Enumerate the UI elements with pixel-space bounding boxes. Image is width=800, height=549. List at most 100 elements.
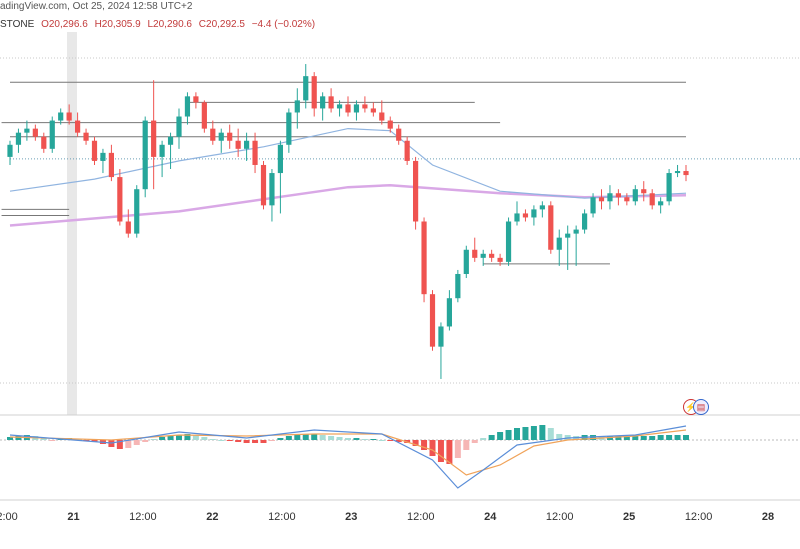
candle-body: [277, 144, 283, 174]
macd-histogram-bar: [674, 435, 681, 440]
macd-histogram-bar: [133, 440, 140, 445]
x-tick: 12:00: [684, 511, 713, 523]
candle-body: [108, 152, 114, 178]
macd-histogram-bar: [125, 440, 132, 448]
macd-histogram-bar: [412, 440, 419, 446]
macd-histogram-bar: [488, 435, 495, 440]
macd-histogram-bar: [353, 438, 360, 440]
macd-histogram-bar: [446, 440, 453, 464]
chart-header: adingView.com, Oct 25, 2024 12:58 UTC+2 …: [0, 0, 800, 32]
low-value: L20,290.6: [147, 19, 193, 30]
candle-body: [83, 132, 89, 141]
economic-event-markers[interactable]: ⚡ ▤: [683, 399, 711, 415]
macd-histogram-bar: [547, 428, 554, 440]
macd-histogram-bar: [666, 435, 673, 440]
macd-line: [9, 425, 687, 489]
macd-histogram-bar: [192, 435, 199, 440]
candle-body: [539, 205, 545, 210]
macd-histogram-bar: [277, 438, 284, 440]
candle-body: [362, 104, 368, 109]
symbol-name: STONE: [0, 19, 35, 30]
macd-histogram-bar: [480, 438, 487, 440]
macd-histogram-bar: [657, 435, 664, 440]
us-flag-icon[interactable]: ▤: [693, 399, 709, 415]
macd-histogram-bar: [539, 425, 546, 440]
macd-histogram-bar: [243, 440, 250, 443]
candle-body: [658, 201, 664, 206]
macd-histogram-bar: [615, 436, 622, 440]
candle-body: [58, 112, 64, 121]
x-tick: 22: [206, 511, 219, 523]
macd-histogram-bar: [49, 440, 56, 441]
macd-histogram-bar: [395, 440, 402, 442]
moving-averages: [9, 127, 687, 227]
candle-body: [497, 257, 503, 262]
macd-histogram-bar: [15, 436, 22, 440]
macd-histogram-bar: [632, 436, 639, 440]
candle-body: [75, 120, 81, 133]
candle-body: [421, 221, 427, 295]
candle-body: [311, 76, 317, 109]
macd-histogram-bar: [387, 440, 394, 441]
candle-body: [413, 160, 419, 222]
macd-histogram-bar: [268, 440, 275, 441]
candle-body: [615, 193, 621, 198]
candle-body: [151, 120, 157, 157]
macd-histogram-bar: [260, 440, 267, 443]
source-line: adingView.com, Oct 25, 2024 12:58 UTC+2: [0, 1, 193, 12]
candle-body: [328, 96, 334, 109]
macd-histogram-bar: [370, 439, 377, 440]
candle-body: [505, 221, 512, 262]
macd-histogram-bar: [294, 435, 301, 440]
macd-histogram-bar: [184, 434, 191, 440]
macd-pane: [7, 425, 689, 489]
x-tick: 12:00: [406, 511, 435, 523]
candle-body: [573, 229, 579, 234]
candle-body: [49, 120, 55, 149]
candle-body: [590, 197, 596, 214]
x-tick: 12:00: [0, 511, 18, 523]
macd-histogram-bar: [209, 439, 216, 440]
macd-histogram-bar: [142, 440, 149, 442]
candlesticks: [7, 64, 689, 379]
candle-body: [193, 96, 199, 103]
candle-body: [666, 173, 672, 202]
candle-body: [480, 253, 486, 258]
candle-body: [320, 96, 326, 109]
candle-body: [674, 171, 681, 174]
candle-body: [607, 193, 613, 202]
macd-signal-line: [9, 429, 687, 476]
candle-body: [294, 100, 300, 113]
candle-body: [117, 177, 123, 222]
fast-moving-average: [9, 127, 687, 199]
macd-histogram-bar: [505, 430, 512, 440]
x-tick: 12:00: [545, 511, 574, 523]
x-tick: 12:00: [268, 511, 296, 523]
macd-histogram-bar: [640, 436, 647, 440]
candle-body: [683, 171, 689, 176]
candle-body: [167, 136, 174, 145]
macd-histogram-bar: [91, 440, 98, 442]
macd-histogram-bar: [497, 432, 504, 440]
candle-body: [286, 112, 292, 145]
x-tick: 23: [345, 511, 358, 523]
x-tick: 21: [67, 511, 80, 523]
candle-body: [438, 326, 444, 347]
macd-histogram-bar: [319, 435, 326, 440]
candle-body: [336, 104, 343, 109]
slow-moving-average: [9, 183, 687, 227]
candle-body: [429, 294, 436, 347]
candle-body: [66, 112, 72, 121]
candle-body: [142, 120, 148, 190]
macd-histogram-bar: [150, 439, 157, 440]
candle-body: [548, 205, 554, 250]
candle-body: [641, 189, 647, 194]
macd-histogram-bar: [437, 440, 444, 462]
macd-histogram-bar: [361, 439, 368, 440]
macd-histogram-bar: [590, 435, 597, 440]
x-tick: 12:00: [129, 511, 157, 523]
candle-body: [370, 108, 376, 113]
candle-body: [176, 116, 182, 137]
